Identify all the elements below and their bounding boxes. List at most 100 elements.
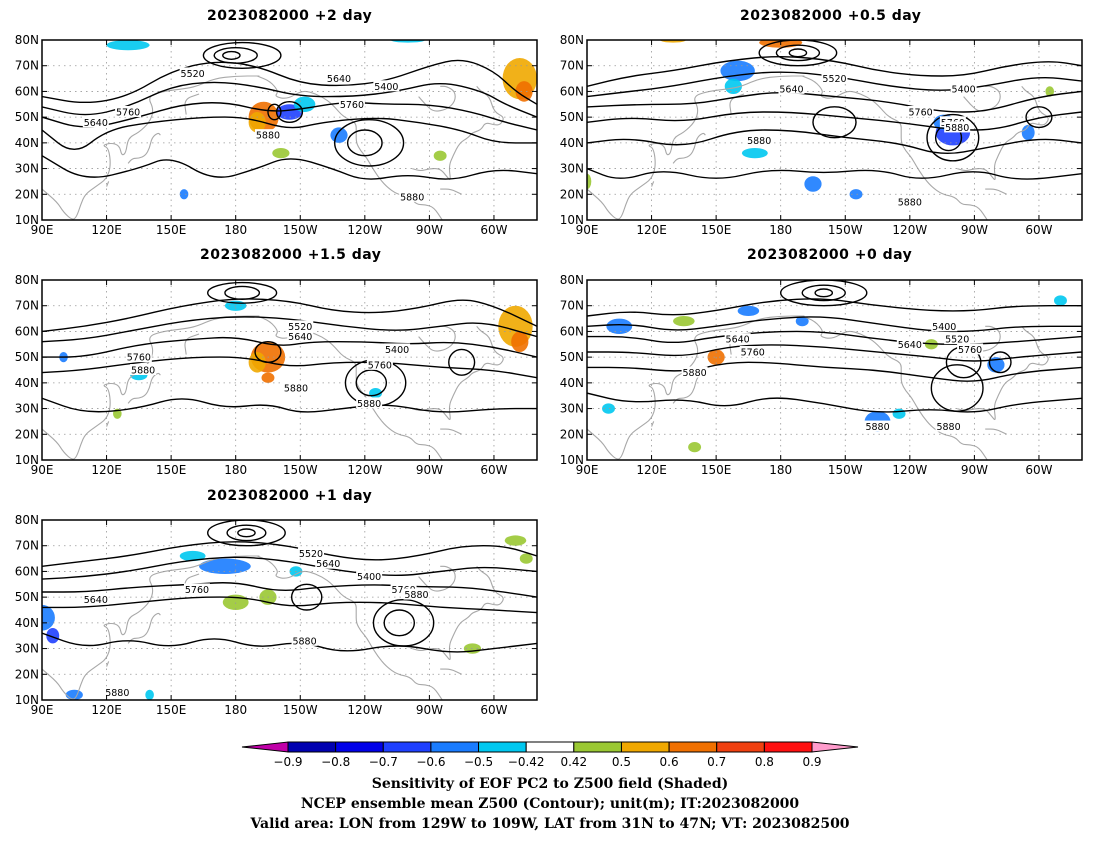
lon-tick-label: 120E (91, 703, 122, 717)
contour-label: 5880 (105, 688, 129, 699)
coastline (985, 188, 1007, 195)
contour-label-bg (957, 343, 984, 355)
contour-label: 5880 (936, 422, 960, 433)
sensitivity-patch (737, 305, 760, 316)
sensitivity-patch (606, 318, 633, 334)
z500-contour (42, 316, 537, 343)
z500-contour (213, 47, 258, 64)
coastline (127, 612, 161, 644)
contour-label-bg (130, 364, 157, 375)
lat-tick-label: 30N (15, 402, 39, 416)
coastline (963, 85, 1001, 112)
lat-tick-label: 70N (560, 299, 584, 313)
colorbar-box (620, 741, 670, 753)
lat-tick-label: 20N (560, 187, 584, 201)
z500-contour (814, 288, 834, 298)
z500-contour (587, 316, 1082, 333)
contour-label: 5880 (357, 399, 381, 410)
colorbar-box (573, 741, 622, 753)
colorbar-tick-label: 0.6 (660, 755, 679, 769)
z500-contour (42, 81, 537, 118)
lon-tick-label: 90W (416, 703, 443, 717)
z500-contour (42, 596, 537, 614)
lon-tick-label: 120E (91, 463, 122, 477)
coastline (106, 181, 110, 187)
sensitivity-patch (42, 604, 55, 631)
z500-contour (587, 111, 1082, 131)
z500-contour (926, 113, 980, 162)
z500-contour (42, 582, 537, 598)
colorbar-tick-label: 0.8 (755, 755, 774, 769)
contour-label-bg (403, 588, 430, 600)
contour-label-bg (746, 134, 773, 146)
contour-label-bg (115, 106, 142, 117)
coastline (184, 333, 200, 355)
sensitivity-patch (795, 316, 809, 327)
contour-label-bg (179, 67, 206, 79)
z500-contour (346, 129, 383, 157)
z500-contour (202, 41, 282, 69)
lat-tick-label: 70N (560, 59, 584, 73)
contour-label: 5760 (127, 353, 151, 364)
coastline (440, 428, 462, 435)
z500-contour (222, 50, 241, 60)
map-plot-area: 5640 5400 5520 5640 5760 5760 5880 5880 5880 (587, 280, 1082, 460)
z500-contour (42, 59, 537, 105)
lat-tick-label: 20N (15, 667, 39, 681)
lat-tick-label: 50N (15, 350, 39, 364)
panel-title: 2023082000 +1.5 day (200, 247, 382, 263)
contour-label-bg (287, 330, 314, 342)
contour-label-bg (125, 351, 152, 363)
sensitivity-patch (261, 372, 275, 383)
contour-label: 5520 (288, 322, 312, 333)
sensitivity-patch (248, 352, 266, 373)
contour-label-bg (282, 382, 309, 393)
coastline (256, 315, 443, 460)
coastline (412, 565, 504, 661)
contour-label: 5400 (374, 82, 398, 93)
coastline (418, 565, 456, 592)
coastline (418, 325, 456, 352)
lon-tick-label: 150E (156, 223, 187, 237)
contour-label-bg (896, 196, 923, 207)
lat-tick-label: 40N (560, 136, 584, 150)
lat-tick-label: 10N (15, 453, 39, 467)
contour-label: 5880 (131, 366, 155, 377)
map-panel: 5520564054005760576058805880588080N70N60… (560, 33, 1083, 237)
colorbar-tick-label: −0.8 (321, 755, 350, 769)
lon-tick-label: 90W (416, 223, 443, 237)
z500-contour (42, 541, 537, 567)
sensitivity-patch (330, 127, 348, 143)
lat-tick-label: 80N (15, 513, 39, 527)
map-panel: 5520 5640 5400 5760 5640 5760 5880 5880 80N 70N 60… (15, 33, 538, 237)
contour-label-bg (82, 116, 109, 128)
coastline (106, 421, 110, 427)
contour-label: 5880 (404, 590, 428, 601)
lat-tick-label: 60N (560, 324, 584, 338)
lat-tick-label: 30N (560, 402, 584, 416)
sensitivity-patch (720, 60, 755, 82)
contour-label-bg (864, 420, 891, 432)
sensitivity-patch (724, 78, 742, 94)
contour-label: 5880 (865, 422, 889, 433)
sensitivity-patch (1021, 124, 1035, 141)
z500-contour (587, 361, 1082, 382)
colorbar-extend-low (241, 741, 289, 753)
lat-tick-label: 40N (15, 616, 39, 630)
contour-label-bg (399, 190, 426, 202)
contour-label: 5400 (357, 572, 381, 583)
colorbar-box (335, 741, 384, 753)
contour-label: 5880 (898, 198, 922, 209)
coastline (418, 85, 456, 112)
coastline (412, 85, 504, 181)
z500-contour (988, 351, 1012, 374)
lat-tick-label: 40N (560, 376, 584, 390)
lon-tick-label: 60W (480, 463, 507, 477)
lat-tick-label: 70N (15, 539, 39, 553)
lon-tick-label: 120E (636, 463, 667, 477)
coastline (651, 181, 655, 187)
lon-tick-label: 90E (31, 703, 54, 717)
map-frame (41, 39, 538, 221)
contour-label: 5640 (327, 74, 351, 85)
coastline (127, 132, 161, 164)
